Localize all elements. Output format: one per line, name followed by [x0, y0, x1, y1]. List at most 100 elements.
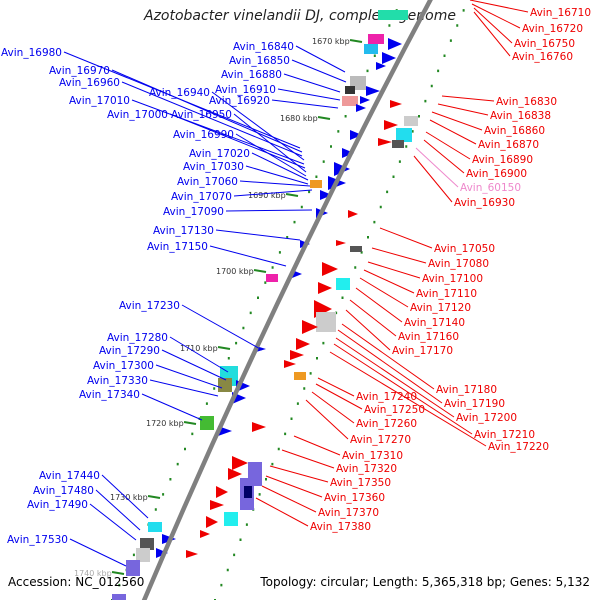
- left-gene-label-avin-16920: Avin_16920: [209, 95, 270, 107]
- left-gene-leader: [239, 180, 311, 187]
- left-gene-label-avin-17280: Avin_17280: [107, 332, 168, 344]
- gene-feature-box: [140, 538, 154, 550]
- right-gene-label-avin-17200: Avin_17200: [456, 412, 517, 424]
- gene-feature-arrow: [336, 240, 346, 246]
- outer-tick-dot: [233, 553, 236, 557]
- gene-feature-box: [310, 180, 322, 188]
- kbp-tick: [285, 193, 299, 197]
- outer-tick-dot: [220, 583, 223, 587]
- outer-tick-dot: [284, 432, 287, 436]
- gene-feature-arrow: [228, 468, 242, 480]
- left-gene-leader: [161, 349, 227, 381]
- right-gene-leader: [471, 3, 521, 29]
- inner-tick-dot: [337, 130, 340, 133]
- right-gene-label-avin-16890: Avin_16890: [472, 154, 533, 166]
- left-gene-leader: [101, 474, 149, 519]
- right-gene-leader: [367, 261, 421, 279]
- right-gene-leader: [349, 299, 397, 337]
- left-gene-leader: [271, 99, 339, 109]
- inner-tick-dot: [242, 326, 245, 330]
- right-gene-leader: [473, 7, 513, 44]
- right-gene-leader: [293, 435, 341, 456]
- left-gene-leader: [141, 393, 203, 421]
- right-gene-leader: [281, 449, 335, 469]
- right-gene-label-avin-16830: Avin_16830: [496, 96, 557, 108]
- outer-tick-dot: [449, 39, 452, 42]
- left-gene-label-avin-16880: Avin_16880: [221, 69, 282, 81]
- left-gene-label-avin-17130: Avin_17130: [153, 225, 214, 237]
- gene-feature-box: [404, 116, 418, 126]
- right-gene-label-avin-16838: Avin_16838: [490, 110, 551, 122]
- inner-tick-dot: [293, 220, 296, 224]
- left-gene-label-avin-16850: Avin_16850: [229, 55, 290, 67]
- left-gene-label-avin-17020: Avin_17020: [189, 148, 250, 160]
- inner-tick-dot: [373, 54, 376, 57]
- outer-tick-dot: [265, 478, 267, 481]
- left-gene-leader: [155, 364, 223, 389]
- gene-feature-box: [244, 486, 252, 498]
- left-gene-leader: [211, 91, 305, 161]
- backbone-arc: [141, 0, 433, 600]
- left-gene-leader: [149, 379, 219, 397]
- gene-feature-arrow: [210, 500, 224, 510]
- gene-feature-box: [148, 522, 162, 532]
- gene-feature-arrow: [350, 130, 362, 140]
- outer-tick-dot: [316, 357, 318, 360]
- outer-tick-dot: [335, 311, 338, 315]
- gene-feature-box: [336, 278, 350, 290]
- outer-tick-dot: [271, 462, 274, 466]
- left-gene-label-avin-17330: Avin_17330: [87, 375, 148, 387]
- gene-feature-box: [112, 594, 126, 600]
- left-gene-label-avin-17230: Avin_17230: [119, 300, 180, 312]
- inner-tick-dot: [154, 508, 157, 511]
- kbp-label: 1700 kbp: [216, 267, 254, 276]
- inner-tick-dot: [249, 311, 252, 315]
- right-gene-leader: [305, 399, 349, 440]
- right-gene-leader: [379, 227, 433, 249]
- inner-tick-dot: [162, 493, 165, 496]
- gene-feature-arrow: [200, 530, 210, 538]
- gene-feature-box: [350, 246, 362, 252]
- right-gene-label-avin-16750: Avin_16750: [514, 38, 575, 50]
- left-gene-label-avin-16840: Avin_16840: [233, 41, 294, 53]
- right-gene-label-avin-17210: Avin_17210: [474, 429, 535, 441]
- right-gene-label-avin-17180: Avin_17180: [436, 384, 497, 396]
- left-gene-leader: [121, 81, 303, 157]
- left-gene-label-avin-16950: Avin_16950: [171, 109, 232, 121]
- left-gene-leader: [215, 229, 301, 241]
- gene-feature-arrow: [348, 210, 358, 218]
- inner-tick-dot: [264, 281, 267, 284]
- right-gene-label-avin-60150: Avin_60150: [460, 182, 521, 194]
- kbp-label: 1670 kbp: [312, 37, 350, 46]
- right-gene-label-avin-16870: Avin_16870: [478, 139, 539, 151]
- inner-tick-dot: [169, 478, 172, 481]
- right-gene-label-avin-17120: Avin_17120: [410, 302, 471, 314]
- left-gene-label-avin-16980: Avin_16980: [1, 47, 62, 59]
- right-gene-label-avin-16860: Avin_16860: [484, 125, 545, 137]
- right-gene-leader: [337, 329, 443, 404]
- left-gene-label-avin-17150: Avin_17150: [147, 241, 208, 253]
- inner-tick-dot: [308, 190, 311, 194]
- gene-feature-box: [200, 416, 214, 430]
- left-gene-leader: [89, 503, 137, 541]
- gene-feature-arrow: [320, 190, 332, 200]
- right-gene-leader: [261, 485, 317, 513]
- kbp-label: 1680 kbp: [280, 114, 318, 123]
- right-gene-leader: [315, 383, 363, 410]
- left-gene-labels: Avin_16840 Avin_16850 Avin_16880 Avin_16910…: [1, 41, 347, 567]
- kbp-label: 1720 kbp: [146, 419, 184, 428]
- left-gene-leader: [169, 336, 229, 373]
- left-gene-leader: [283, 73, 341, 93]
- right-gene-label-avin-16710: Avin_16710: [530, 7, 591, 19]
- right-gene-leader: [371, 247, 427, 264]
- gene-feature-arrow: [366, 86, 380, 96]
- left-gene-leader: [295, 45, 346, 73]
- gene-feature-box: [396, 128, 412, 142]
- gene-feature-box: [364, 44, 378, 54]
- inner-tick-dot: [300, 205, 303, 209]
- gene-feature-arrow: [342, 148, 354, 158]
- right-gene-label-avin-17350: Avin_17350: [330, 477, 391, 489]
- gene-feature-arrow: [186, 550, 198, 558]
- right-gene-label-avin-17260: Avin_17260: [356, 418, 417, 430]
- kbp-label: 1730 kbp: [110, 493, 148, 502]
